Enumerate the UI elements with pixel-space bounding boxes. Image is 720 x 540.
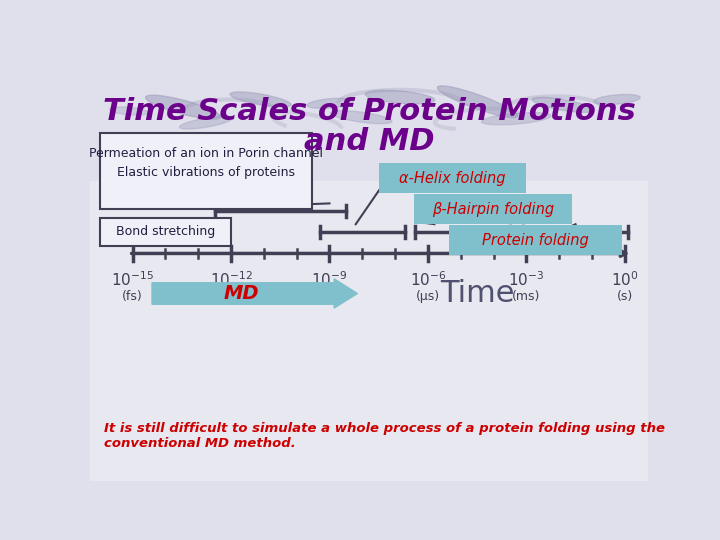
- Ellipse shape: [179, 116, 233, 129]
- Text: (ms): (ms): [512, 289, 541, 302]
- Text: $10^{-3}$: $10^{-3}$: [508, 271, 544, 289]
- Text: Elastic vibrations of proteins: Elastic vibrations of proteins: [117, 166, 295, 179]
- Text: $10^{-12}$: $10^{-12}$: [210, 271, 253, 289]
- Text: (μs): (μs): [416, 289, 440, 302]
- Text: (ps): (ps): [219, 289, 243, 302]
- Text: β-Hairpin folding: β-Hairpin folding: [432, 202, 554, 217]
- Ellipse shape: [230, 92, 291, 107]
- Text: (fs): (fs): [122, 289, 143, 302]
- Ellipse shape: [330, 111, 392, 124]
- Text: conventional MD method.: conventional MD method.: [104, 437, 296, 450]
- Ellipse shape: [145, 95, 220, 119]
- FancyBboxPatch shape: [379, 164, 526, 193]
- FancyBboxPatch shape: [449, 225, 622, 255]
- Ellipse shape: [532, 97, 593, 112]
- Text: (ns): (ns): [318, 289, 341, 302]
- FancyBboxPatch shape: [100, 132, 312, 209]
- Text: and MD: and MD: [304, 127, 434, 156]
- Text: (s): (s): [616, 289, 633, 302]
- Text: $10^{0}$: $10^{0}$: [611, 271, 639, 289]
- Text: MD: MD: [223, 284, 259, 303]
- Text: α-Helix folding: α-Helix folding: [399, 171, 505, 186]
- FancyBboxPatch shape: [100, 218, 231, 246]
- Text: Protein folding: Protein folding: [482, 233, 589, 248]
- Text: Time Scales of Protein Motions: Time Scales of Protein Motions: [103, 97, 635, 125]
- Text: Permeation of an ion in Porin channel: Permeation of an ion in Porin channel: [89, 147, 323, 160]
- Ellipse shape: [437, 86, 518, 118]
- Bar: [90, 181, 648, 481]
- Text: It is still difficult to simulate a whole process of a protein folding using the: It is still difficult to simulate a whol…: [104, 422, 665, 435]
- Ellipse shape: [109, 107, 148, 115]
- FancyArrow shape: [152, 279, 357, 308]
- Text: $10^{-9}$: $10^{-9}$: [311, 271, 348, 289]
- Text: $10^{-15}$: $10^{-15}$: [111, 271, 154, 289]
- Text: $10^{-6}$: $10^{-6}$: [410, 271, 446, 289]
- Ellipse shape: [365, 90, 435, 104]
- FancyBboxPatch shape: [414, 194, 572, 224]
- Ellipse shape: [307, 98, 354, 109]
- Text: Time: Time: [440, 279, 515, 308]
- Text: Bond stretching: Bond stretching: [116, 225, 215, 238]
- Ellipse shape: [482, 112, 551, 125]
- Ellipse shape: [594, 94, 640, 104]
